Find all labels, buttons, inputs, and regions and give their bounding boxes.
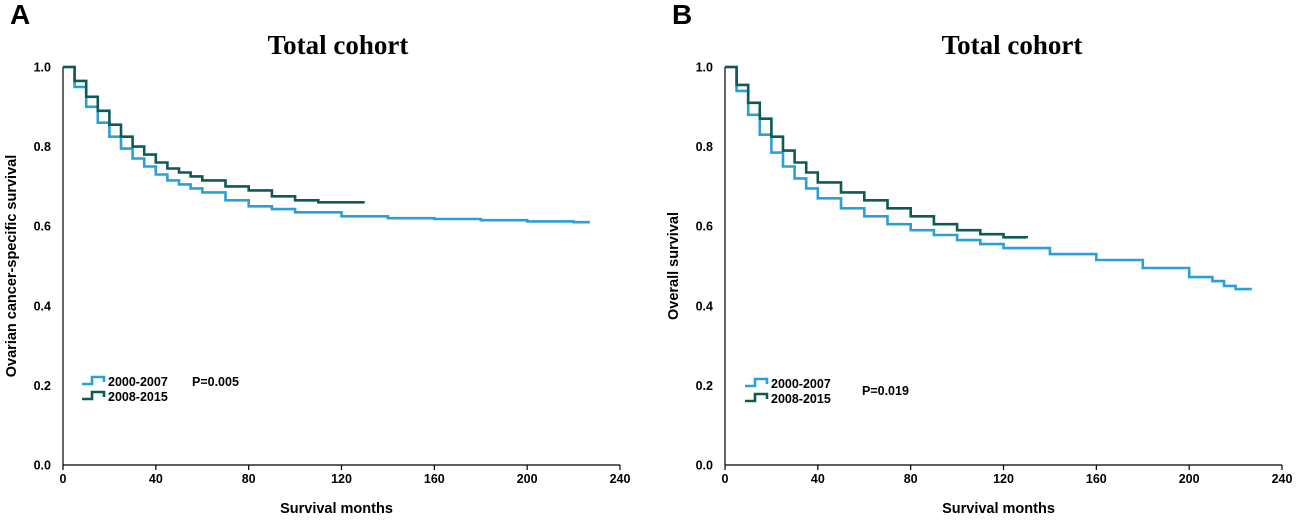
x-tick-label: 80 <box>904 472 918 486</box>
y-axis-label: Overall survival <box>666 212 682 320</box>
panel-letter: B <box>672 0 692 30</box>
legend-label: 2008-2015 <box>108 390 168 404</box>
legend-symbol <box>82 390 106 401</box>
chart-title: Total cohort <box>942 30 1083 60</box>
x-tick-label: 120 <box>993 472 1014 486</box>
y-tick-label: 0.4 <box>34 299 51 313</box>
panel-letter: A <box>10 0 30 30</box>
x-tick-label: 160 <box>424 472 445 486</box>
y-tick-label: 0.2 <box>696 379 713 393</box>
legend-symbol <box>745 392 769 403</box>
series-line-2000-2007 <box>63 65 590 224</box>
x-tick-label: 240 <box>610 472 631 486</box>
y-tick-label: 0.8 <box>34 140 51 154</box>
x-tick-label: 200 <box>517 472 538 486</box>
y-tick-label: 0.2 <box>34 379 51 393</box>
x-tick-label: 0 <box>60 472 67 486</box>
x-axis-label: Survival months <box>942 501 1055 517</box>
legend-label: 2000-2007 <box>771 377 831 391</box>
x-tick-label: 240 <box>1272 472 1293 486</box>
chart-panel-a: A Total cohort 0 40 80 120 160 200 240 0.0 0.2 0.4 0… <box>4 0 630 517</box>
y-tick-label: 0.0 <box>696 459 713 473</box>
y-axis-label: Ovarian cancer-specific survival <box>4 155 20 377</box>
y-tick-label: 1.0 <box>696 61 713 75</box>
p-value: P=0.019 <box>862 384 909 398</box>
series-line-2008-2015 <box>725 65 1028 239</box>
x-tick-label: 120 <box>331 472 352 486</box>
y-tick-label: 0.6 <box>696 220 713 234</box>
x-axis-label: Survival months <box>280 501 393 517</box>
y-tick-label: 1.0 <box>34 61 51 75</box>
y-tick-label: 0.4 <box>696 299 713 313</box>
x-tick-label: 0 <box>722 472 729 486</box>
x-tick-label: 80 <box>242 472 256 486</box>
chart-panel-b: B Total cohort 0 40 80 120 160 200 240 0.0 0.2 0.4 0… <box>666 0 1292 517</box>
y-tick-label: 0.0 <box>34 459 51 473</box>
x-tick-label: 200 <box>1179 472 1200 486</box>
legend-label: 2008-2015 <box>771 392 831 406</box>
legend-symbol <box>745 377 769 388</box>
y-tick-label: 0.8 <box>696 140 713 154</box>
series-line-2008-2015 <box>63 65 365 204</box>
x-tick-label: 40 <box>811 472 825 486</box>
legend-symbol <box>82 375 106 386</box>
series-line-2000-2007 <box>725 65 1252 291</box>
x-tick-label: 160 <box>1086 472 1107 486</box>
x-tick-label: 40 <box>149 472 163 486</box>
y-tick-label: 0.6 <box>34 220 51 234</box>
p-value: P=0.005 <box>192 375 239 389</box>
chart-title: Total cohort <box>268 30 409 60</box>
legend-label: 2000-2007 <box>108 375 168 389</box>
